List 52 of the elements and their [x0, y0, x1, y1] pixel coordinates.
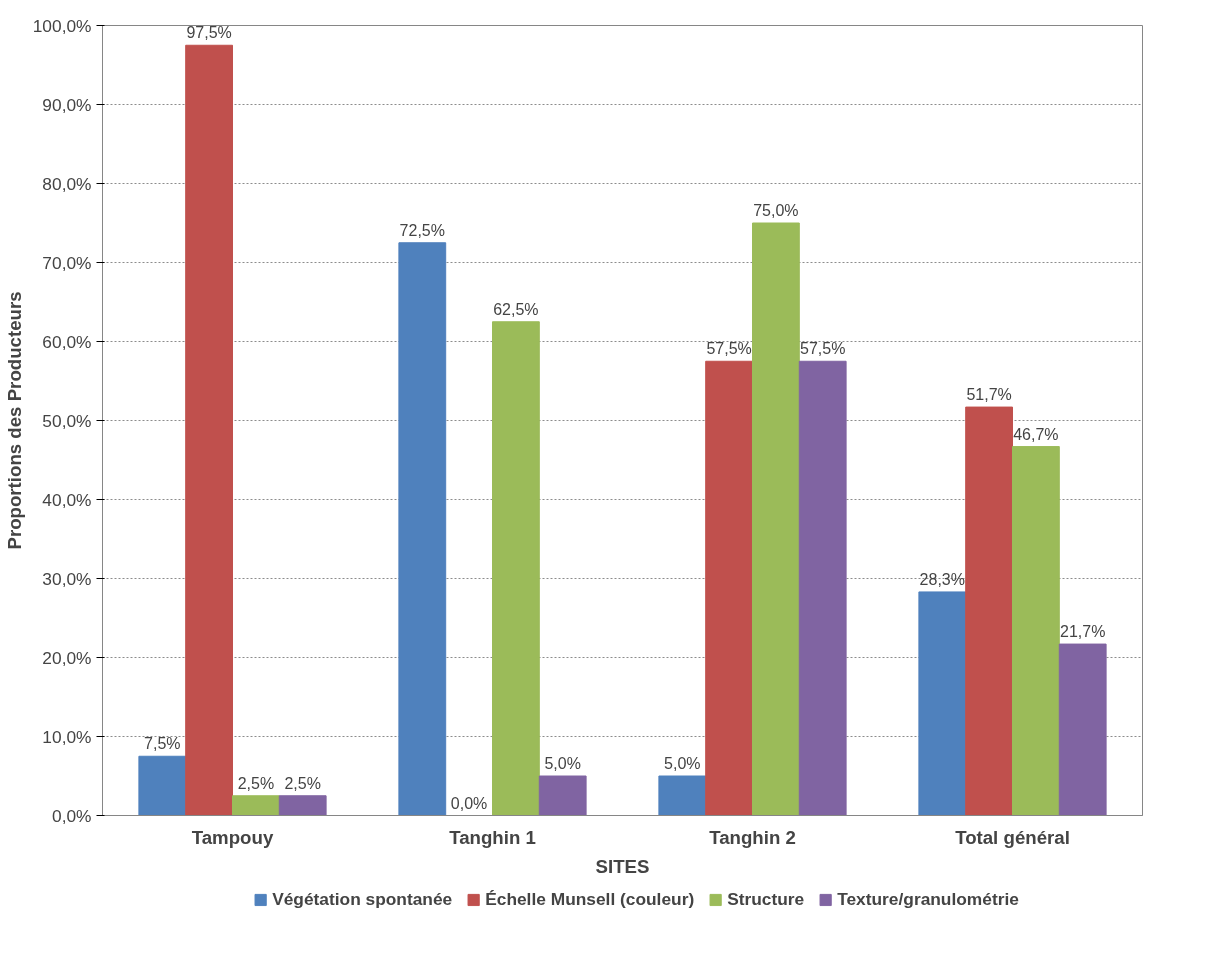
data-label: 57,5% — [706, 340, 752, 358]
bar — [492, 321, 540, 816]
bar — [232, 795, 280, 816]
x-tick-label: Tampouy — [191, 826, 274, 848]
x-axis-title: SITES — [595, 855, 650, 877]
legend-label: Échelle Munsell (couleur) — [485, 888, 695, 910]
data-label: 0,0% — [450, 794, 488, 812]
bar — [138, 755, 187, 816]
x-tick-label: Total général — [955, 826, 1070, 848]
bar — [185, 44, 233, 816]
bar — [658, 775, 707, 816]
y-tick-label: 70,0% — [42, 252, 92, 273]
y-tick-label: 10,0% — [42, 726, 92, 747]
legend-label: Structure — [727, 888, 805, 910]
data-label: 57,5% — [800, 340, 846, 358]
data-label: 7,5% — [144, 735, 181, 753]
data-label: 97,5% — [186, 24, 232, 42]
data-label: 72,5% — [399, 221, 445, 239]
bar — [752, 222, 800, 816]
bar — [705, 360, 753, 816]
y-tick-label: 40,0% — [42, 489, 92, 510]
bar — [965, 406, 1013, 816]
legend-label: Texture/granulométrie — [837, 888, 1019, 910]
bar — [1058, 643, 1107, 816]
bar — [1012, 446, 1060, 816]
y-tick-label: 90,0% — [42, 94, 92, 115]
x-tick-label: Tanghin 1 — [449, 826, 536, 848]
data-label: 46,7% — [1013, 425, 1059, 443]
y-tick-label: 50,0% — [42, 410, 92, 431]
legend-label: Végétation spontanée — [272, 888, 453, 910]
y-tick-label: 0,0% — [52, 805, 92, 826]
data-label: 28,3% — [919, 570, 965, 588]
y-tick-label: 30,0% — [42, 568, 92, 589]
bar — [798, 360, 847, 816]
y-tick-label: 100,0% — [32, 15, 92, 36]
data-label: 51,7% — [966, 386, 1012, 404]
y-axis-title: Proportions des Producteurs — [3, 291, 25, 550]
y-tick-label: 60,0% — [42, 331, 92, 352]
data-label: 21,7% — [1060, 623, 1106, 641]
data-label: 5,0% — [544, 755, 581, 772]
data-label: 2,5% — [284, 774, 321, 792]
data-label: 5,0% — [664, 755, 701, 772]
y-tick-label: 80,0% — [42, 173, 92, 194]
data-label: 62,5% — [493, 300, 539, 318]
bar — [918, 591, 967, 816]
data-label: 2,5% — [237, 774, 275, 792]
x-tick-label: Tanghin 2 — [709, 826, 796, 848]
bar — [538, 775, 587, 816]
bar — [278, 795, 327, 816]
y-tick-label: 20,0% — [42, 647, 92, 668]
bar — [398, 242, 447, 816]
data-label: 75,0% — [753, 202, 799, 219]
